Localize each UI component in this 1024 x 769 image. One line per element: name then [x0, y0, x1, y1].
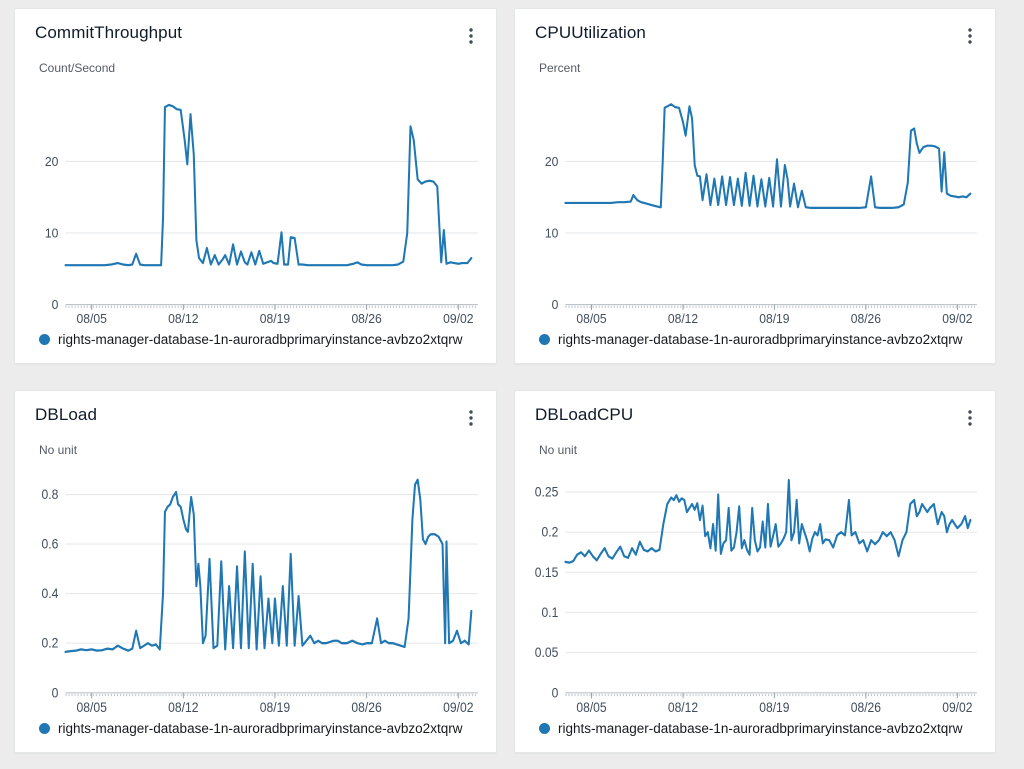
- legend-color-dot-icon: [539, 334, 550, 345]
- svg-text:08/05: 08/05: [576, 699, 606, 715]
- svg-text:10: 10: [545, 226, 558, 241]
- widget-header: DBLoad: [15, 391, 496, 429]
- svg-text:0.4: 0.4: [42, 585, 59, 601]
- widget-title: DBLoadCPU: [535, 405, 634, 424]
- svg-text:0: 0: [552, 297, 559, 312]
- legend-label: rights-manager-database-1n-auroradbprima…: [558, 721, 963, 736]
- svg-text:08/12: 08/12: [168, 312, 198, 327]
- legend-color-dot-icon: [39, 334, 50, 345]
- svg-text:08/05: 08/05: [576, 312, 606, 327]
- svg-text:0.1: 0.1: [542, 604, 559, 620]
- y-axis-unit-label: Percent: [539, 61, 581, 75]
- legend-label: rights-manager-database-1n-auroradbprima…: [58, 721, 463, 736]
- chart-canvas[interactable]: 0 10 20 08/05 08/12 08/19 08/26 09/02: [21, 77, 486, 332]
- y-axis-unit-label: Count/Second: [39, 61, 116, 75]
- svg-text:08/12: 08/12: [668, 312, 698, 327]
- y-axis-unit-label: No unit: [39, 443, 78, 457]
- legend-row: rights-manager-database-1n-auroradbprima…: [15, 721, 496, 752]
- svg-text:0: 0: [552, 685, 559, 701]
- svg-text:10: 10: [45, 226, 58, 241]
- svg-text:0.8: 0.8: [42, 486, 59, 502]
- svg-text:09/02: 09/02: [942, 699, 972, 715]
- widget-db-load: DBLoad No unit 0 0.2 0.4 0.6 0.8 08/05 08/12 08…: [14, 390, 497, 753]
- y-axis-unit-label: No unit: [539, 443, 578, 457]
- svg-text:0.05: 0.05: [535, 644, 559, 660]
- svg-text:08/05: 08/05: [76, 699, 106, 715]
- widget-header: CPUUtilization: [515, 9, 995, 47]
- legend-color-dot-icon: [539, 723, 550, 734]
- widget-cpu-utilization: CPUUtilization Percent 0 10 20 08/05 08/12 08…: [514, 8, 996, 364]
- widget-menu-button[interactable]: [460, 407, 482, 429]
- vertical-ellipsis-icon: [469, 410, 473, 426]
- svg-text:08/12: 08/12: [168, 699, 198, 715]
- svg-text:08/26: 08/26: [351, 312, 381, 327]
- svg-text:09/02: 09/02: [443, 312, 473, 327]
- chart-canvas[interactable]: 0 0.05 0.1 0.15 0.2 0.25 08/05 08/12 08/19 08/26 0…: [521, 459, 985, 721]
- svg-text:08/26: 08/26: [851, 699, 881, 715]
- legend-row: rights-manager-database-1n-auroradbprima…: [515, 721, 995, 752]
- svg-text:08/19: 08/19: [759, 312, 789, 327]
- svg-text:0.2: 0.2: [542, 524, 559, 540]
- svg-text:20: 20: [45, 154, 58, 169]
- legend-row: rights-manager-database-1n-auroradbprima…: [15, 332, 496, 363]
- widget-db-load-cpu: DBLoadCPU No unit 0 0.05 0.1 0.15 0.2 0.25 08/…: [514, 390, 996, 753]
- svg-text:20: 20: [545, 154, 558, 169]
- svg-text:08/12: 08/12: [668, 699, 698, 715]
- metrics-dashboard: CommitThroughput Count/Second 0 10 20 08/05…: [14, 8, 996, 753]
- legend-item[interactable]: rights-manager-database-1n-auroradbprima…: [39, 721, 462, 736]
- legend-row: rights-manager-database-1n-auroradbprima…: [515, 332, 995, 363]
- vertical-ellipsis-icon: [968, 28, 972, 44]
- legend-label: rights-manager-database-1n-auroradbprima…: [58, 332, 463, 347]
- svg-text:0.25: 0.25: [535, 484, 559, 500]
- svg-text:0.6: 0.6: [42, 536, 59, 552]
- widget-header: DBLoadCPU: [515, 391, 995, 429]
- widget-commit-throughput: CommitThroughput Count/Second 0 10 20 08/05…: [14, 8, 497, 364]
- widget-header: CommitThroughput: [15, 9, 496, 47]
- svg-text:08/19: 08/19: [260, 312, 290, 327]
- legend-item[interactable]: rights-manager-database-1n-auroradbprima…: [539, 332, 962, 347]
- widget-menu-button[interactable]: [959, 407, 981, 429]
- vertical-ellipsis-icon: [968, 410, 972, 426]
- svg-text:08/05: 08/05: [76, 312, 106, 327]
- legend-item[interactable]: rights-manager-database-1n-auroradbprima…: [39, 332, 462, 347]
- svg-text:0.15: 0.15: [535, 564, 559, 580]
- legend-item[interactable]: rights-manager-database-1n-auroradbprima…: [539, 721, 962, 736]
- svg-text:0: 0: [52, 685, 59, 701]
- chart-canvas[interactable]: 0 0.2 0.4 0.6 0.8 08/05 08/12 08/19 08/26 09/02: [21, 459, 486, 721]
- svg-text:09/02: 09/02: [443, 699, 473, 715]
- widget-menu-button[interactable]: [959, 25, 981, 47]
- widget-title: DBLoad: [35, 405, 98, 424]
- svg-text:09/02: 09/02: [942, 312, 972, 327]
- widget-menu-button[interactable]: [460, 25, 482, 47]
- widget-title: CPUUtilization: [535, 23, 646, 42]
- vertical-ellipsis-icon: [469, 28, 473, 44]
- widget-title: CommitThroughput: [35, 23, 183, 42]
- svg-text:08/19: 08/19: [260, 699, 290, 715]
- svg-text:08/26: 08/26: [851, 312, 881, 327]
- chart-canvas[interactable]: 0 10 20 08/05 08/12 08/19 08/26 09/02: [521, 77, 985, 332]
- svg-text:08/19: 08/19: [759, 699, 789, 715]
- svg-text:0.2: 0.2: [42, 635, 59, 651]
- svg-text:08/26: 08/26: [351, 699, 381, 715]
- legend-color-dot-icon: [39, 723, 50, 734]
- legend-label: rights-manager-database-1n-auroradbprima…: [558, 332, 963, 347]
- svg-text:0: 0: [52, 297, 59, 312]
